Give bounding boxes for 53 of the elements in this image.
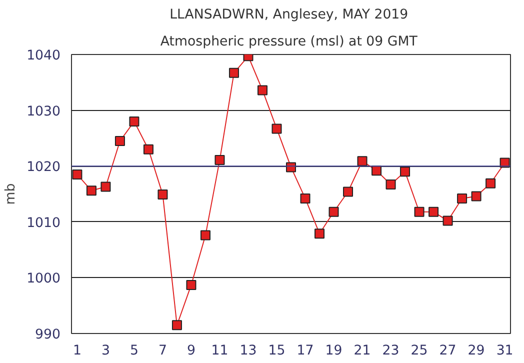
point xyxy=(328,206,339,217)
point xyxy=(471,191,482,202)
point xyxy=(400,166,410,177)
x-tick-label: 21 xyxy=(354,344,371,358)
x-tick-label: 17 xyxy=(296,344,314,358)
point xyxy=(86,186,96,196)
point xyxy=(343,186,354,197)
x-tick-label: 25 xyxy=(410,344,428,358)
x-tick-label: 9 xyxy=(186,344,196,358)
y-tick-label: 1000 xyxy=(26,272,61,287)
point xyxy=(386,180,396,190)
point xyxy=(257,85,268,96)
point xyxy=(357,156,368,166)
point xyxy=(457,193,468,204)
y-tick-label: 1020 xyxy=(26,160,61,176)
y-tick-label: 1040 xyxy=(26,48,61,64)
chart-subtitle: Atmospheric pressure (msl) at 09 GMT xyxy=(160,34,418,50)
point xyxy=(72,169,82,180)
x-tick-label: 15 xyxy=(268,344,286,358)
x-tick-label: 27 xyxy=(439,344,456,358)
point xyxy=(442,216,453,226)
point xyxy=(143,144,154,154)
point xyxy=(114,136,125,146)
x-tick-label: 13 xyxy=(240,344,257,358)
y-tick-label: 1010 xyxy=(26,216,61,231)
x-tick-label: 7 xyxy=(158,344,167,358)
point xyxy=(428,206,439,217)
x-tick-label: 1 xyxy=(72,344,82,358)
chart-title: LLANSADWRN, Anglesey, MAY 2019 xyxy=(170,8,408,22)
x-tick-label: 3 xyxy=(101,344,110,358)
x-tick-label: 31 xyxy=(496,344,514,358)
y-tick-label: 1030 xyxy=(26,104,61,120)
point xyxy=(414,206,424,217)
x-tick-label: 5 xyxy=(130,344,138,358)
point xyxy=(129,116,140,126)
y-tick-label: 990 xyxy=(35,328,61,342)
point xyxy=(372,166,382,176)
x-tick-label: 11 xyxy=(211,344,228,358)
point xyxy=(200,230,210,240)
point xyxy=(172,320,182,330)
point xyxy=(272,124,282,134)
x-tick-label: 29 xyxy=(468,344,485,358)
point xyxy=(314,228,325,239)
point xyxy=(214,154,225,165)
point xyxy=(158,190,168,200)
point xyxy=(300,193,310,204)
point xyxy=(186,280,196,290)
point xyxy=(228,68,239,78)
point xyxy=(100,182,111,192)
x-tick-label: 19 xyxy=(325,344,342,358)
x-tick-label: 23 xyxy=(382,344,400,358)
point xyxy=(486,178,496,188)
y-axis-title: mb xyxy=(4,183,19,205)
